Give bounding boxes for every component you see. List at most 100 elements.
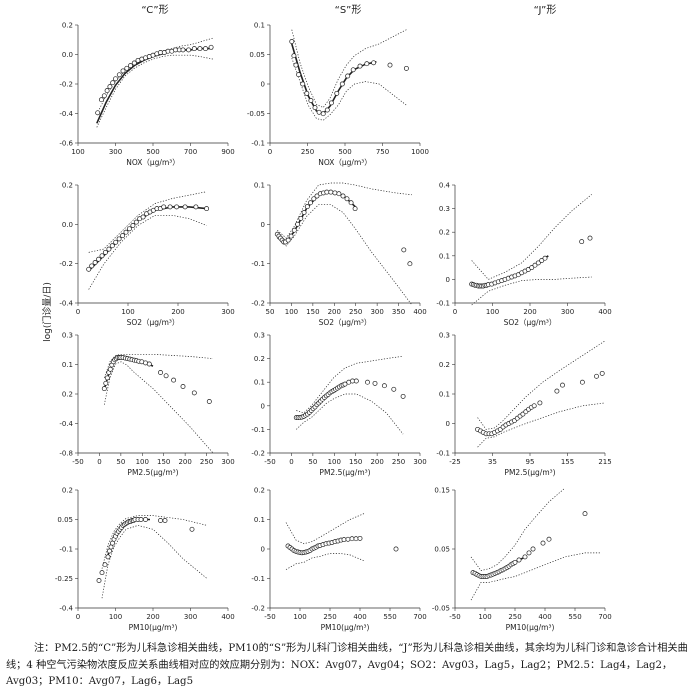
data-point bbox=[99, 253, 105, 259]
data-point bbox=[304, 204, 310, 210]
x-axis-label: NOX（μg/m³） bbox=[126, 158, 180, 167]
data-point bbox=[295, 221, 301, 227]
y-tick-label: -0.4 bbox=[59, 300, 73, 308]
data-point bbox=[339, 81, 345, 87]
y-tick-label: 0.2 bbox=[439, 361, 450, 369]
figure-caption: 注：PM2.5的“C”形为儿科急诊相关曲线，PM10的“S”形为儿科门诊相关曲线… bbox=[6, 641, 690, 691]
y-tick-label: -0.1 bbox=[59, 546, 73, 554]
y-tick-label: -0.2 bbox=[251, 605, 265, 613]
y-tick-label: 0.05 bbox=[434, 546, 450, 554]
data-point bbox=[400, 393, 406, 399]
y-tick-label: 0.1 bbox=[439, 391, 450, 399]
x-axis-label: PM10(μg/m³) bbox=[129, 623, 178, 632]
y-tick-label: -0.2 bbox=[251, 450, 265, 458]
ci-lower-line bbox=[471, 276, 592, 306]
data-point bbox=[300, 81, 306, 87]
ci-upper-line bbox=[101, 515, 208, 569]
x-tick-label: 0 bbox=[76, 613, 80, 621]
x-tick-label: 700 bbox=[598, 613, 611, 621]
x-tick-label: 100 bbox=[121, 308, 134, 316]
data-point bbox=[357, 535, 363, 541]
ci-lower-line bbox=[477, 402, 606, 448]
data-point bbox=[138, 517, 144, 522]
data-point bbox=[340, 193, 346, 199]
y-tick-label: 0 bbox=[261, 546, 265, 554]
data-point bbox=[123, 229, 129, 235]
data-point bbox=[526, 550, 532, 556]
data-point bbox=[393, 546, 399, 552]
data-point bbox=[107, 366, 113, 372]
ci-upper-line bbox=[471, 194, 592, 280]
data-point bbox=[328, 189, 334, 195]
x-tick-label: 100 bbox=[486, 308, 499, 316]
y-tick-label: 0.2 bbox=[62, 22, 73, 30]
y-tick-label: 0.15 bbox=[434, 487, 450, 495]
y-tick-label: 0 bbox=[446, 420, 450, 428]
ci-upper-line bbox=[477, 340, 606, 430]
fitted-curve bbox=[96, 47, 213, 124]
y-tick-label: -0.05 bbox=[432, 605, 450, 613]
y-tick-label: -0.8 bbox=[59, 450, 73, 458]
ci-upper-line bbox=[296, 355, 404, 414]
data-point bbox=[126, 226, 132, 232]
data-point bbox=[407, 261, 413, 267]
x-tick-label: 700 bbox=[184, 148, 197, 156]
ci-upper-line bbox=[88, 191, 207, 253]
data-point bbox=[174, 204, 180, 210]
data-point bbox=[106, 246, 112, 252]
data-point bbox=[110, 80, 116, 86]
y-tick-label: -0.2 bbox=[59, 81, 73, 89]
data-point bbox=[104, 375, 110, 381]
x-tick-label: 250 bbox=[200, 458, 213, 466]
x-tick-label: 50 bbox=[116, 458, 125, 466]
data-point bbox=[189, 526, 195, 532]
x-tick-label: 400 bbox=[353, 613, 366, 621]
data-point bbox=[204, 206, 210, 212]
data-point bbox=[146, 361, 152, 367]
data-point bbox=[107, 84, 113, 90]
x-tick-label: 900 bbox=[221, 148, 234, 156]
ci-lower-line bbox=[296, 393, 404, 435]
x-tick-label: 150 bbox=[349, 458, 362, 466]
x-tick-label: 150 bbox=[157, 458, 170, 466]
y-tick-label: 0.4 bbox=[439, 182, 451, 190]
data-point bbox=[587, 235, 593, 241]
x-tick-label: 200 bbox=[178, 458, 191, 466]
data-point bbox=[107, 548, 112, 554]
data-point bbox=[197, 46, 203, 52]
data-point bbox=[133, 219, 139, 225]
data-point bbox=[180, 384, 186, 389]
column-title-c: “C”形 bbox=[141, 4, 168, 16]
data-point bbox=[314, 193, 320, 199]
data-point bbox=[96, 578, 102, 583]
y-tick-label: 0.05 bbox=[57, 516, 73, 524]
panel-p11: 50 100 150 200 250 300 350 400 -0.2 -0.1 0 0.1 SO2（μ… bbox=[251, 182, 426, 328]
exposure-response-figure: “C”形 “S”形 “J”形 log(门诊量/日) 100 300 500 700 90… bbox=[41, 4, 612, 632]
data-point bbox=[332, 190, 338, 196]
data-point bbox=[324, 107, 330, 113]
y-tick-label: 0.3 bbox=[62, 332, 73, 340]
data-point bbox=[116, 236, 122, 242]
data-point bbox=[193, 204, 199, 210]
y-tick-label: 0.05 bbox=[249, 51, 265, 59]
data-point bbox=[128, 63, 133, 69]
y-tick-label: 0.1 bbox=[254, 516, 265, 524]
data-point bbox=[341, 537, 347, 543]
data-point bbox=[203, 46, 208, 52]
column-title-s: “S”形 bbox=[335, 4, 362, 16]
y-tick-label: -0.1 bbox=[436, 450, 450, 458]
x-tick-label: 500 bbox=[338, 148, 351, 156]
data-point bbox=[102, 249, 108, 255]
x-tick-label: 200 bbox=[370, 458, 383, 466]
y-tick-label: 0.2 bbox=[439, 229, 450, 237]
y-tick-label: -0.05 bbox=[247, 110, 265, 118]
data-point bbox=[143, 517, 148, 522]
x-tick-label: 200 bbox=[328, 308, 341, 316]
data-point bbox=[342, 381, 348, 387]
x-tick-label: -50 bbox=[264, 458, 275, 466]
data-point bbox=[89, 263, 95, 269]
data-point bbox=[353, 378, 359, 384]
data-point bbox=[512, 559, 518, 565]
data-point bbox=[191, 46, 197, 52]
data-point bbox=[301, 210, 307, 215]
